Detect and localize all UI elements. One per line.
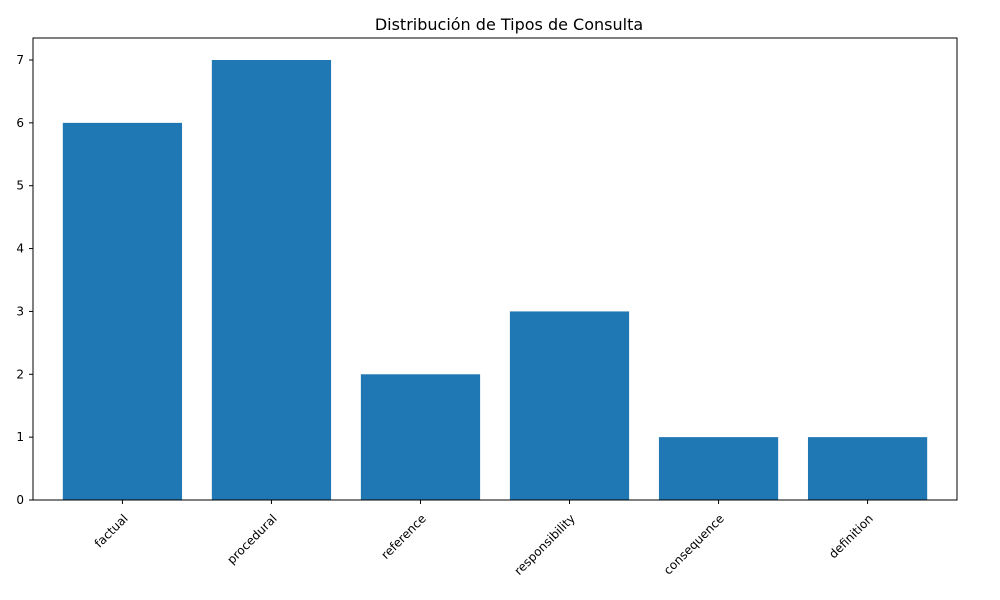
bar-consequence	[658, 437, 779, 500]
x-tick-label-procedural: procedural	[224, 511, 279, 566]
plot-frame	[32, 37, 958, 501]
x-tick-label-responsibility: responsibility	[511, 511, 577, 577]
y-tick-label: 4	[16, 242, 24, 256]
bar-factual	[62, 122, 183, 500]
y-tick-label: 5	[16, 179, 24, 193]
y-tick-label: 0	[16, 493, 24, 507]
y-tick-label: 6	[16, 116, 24, 130]
bar-definition	[807, 437, 928, 500]
bars-group	[62, 60, 928, 500]
x-tick-label-consequence: consequence	[661, 511, 727, 577]
bar-procedural	[211, 60, 332, 500]
y-tick-label: 2	[16, 367, 24, 381]
y-tick-label: 7	[16, 53, 24, 67]
bar-responsibility	[509, 311, 630, 500]
y-tick-label: 3	[16, 304, 24, 318]
bar-reference	[360, 374, 481, 500]
y-axis: 0 1 2 3 4 5 6 7	[16, 53, 33, 507]
x-tick-label-factual: factual	[92, 511, 131, 550]
y-tick-label: 1	[16, 430, 24, 444]
x-axis: factual procedural reference responsibility…	[92, 500, 876, 578]
chart-title: Distribución de Tipos de Consulta	[375, 15, 643, 34]
x-tick-label-definition: definition	[826, 511, 876, 561]
x-tick-label-reference: reference	[378, 511, 428, 561]
